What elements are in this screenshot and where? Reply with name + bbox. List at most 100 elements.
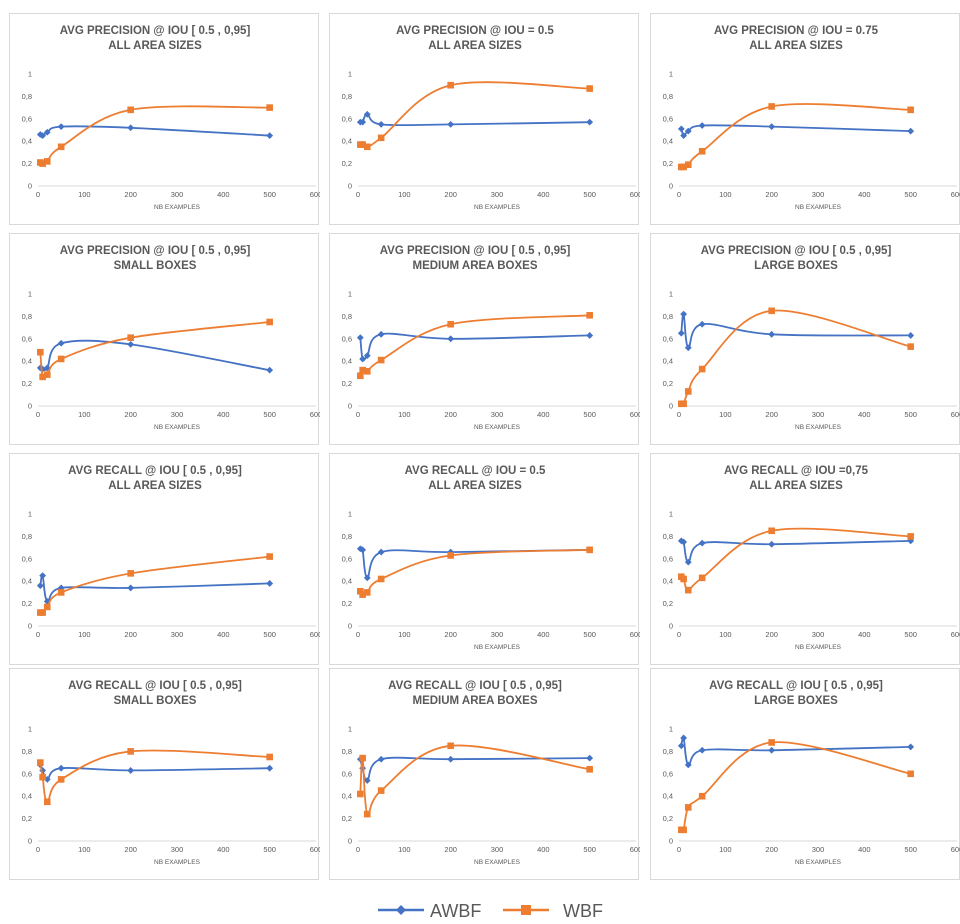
chart-panel-6: AVG PRECISION @ IOU [ 0.5 , 0,95] LARGE B… (650, 233, 960, 445)
y-tick-label: 0,8 (342, 312, 352, 321)
x-tick-label: 400 (537, 630, 550, 639)
chart-svg: AVG PRECISION @ IOU = 0.5 ALL AREA SIZES 0… (342, 25, 640, 211)
chart-panel-4: AVG PRECISION @ IOU [ 0.5 , 0,95] SMALL B… (9, 233, 320, 445)
chart-svg: AVG RECALL @ IOU [ 0.5 , 0,95] MEDIUM ARE… (342, 680, 640, 866)
y-tick-label: 0 (28, 837, 32, 846)
y-tick-label: 0,6 (22, 554, 32, 563)
chart-panel-8: AVG RECALL @ IOU = 0.5 ALL AREA SIZES 0 0,2… (329, 453, 640, 665)
data-point-awbf (127, 584, 135, 592)
chart-panel-7: AVG RECALL @ IOU [ 0.5 , 0,95] ALL AREA S… (9, 453, 320, 665)
data-point-wbf (684, 161, 692, 169)
data-point-wbf (377, 575, 385, 583)
chart-title-line: MEDIUM AREA BOXES (412, 260, 537, 272)
y-tick-label: 0,4 (22, 137, 32, 146)
data-point-wbf (907, 106, 914, 114)
y-tick-label: 0,8 (22, 312, 32, 321)
data-point-wbf (43, 371, 51, 378)
chart-title-line: AVG PRECISION @ IOU [ 0.5 , 0,95] (60, 25, 251, 37)
legend-marker-awbf (396, 905, 406, 915)
chart-title-line: AVG PRECISION @ IOU [ 0.5 , 0,95] (380, 245, 571, 257)
data-point-awbf (266, 580, 274, 587)
data-point-awbf (39, 572, 47, 579)
y-tick-label: 0 (348, 402, 352, 411)
x-tick-label: 600 (310, 630, 320, 639)
chart-title-line: LARGE BOXES (754, 695, 838, 707)
y-tick-label: 0,8 (663, 532, 673, 541)
y-tick-label: 0,6 (342, 114, 352, 123)
data-point-wbf (586, 546, 593, 554)
data-point-wbf (363, 367, 371, 375)
chart-title-line: ALL AREA SIZES (108, 40, 202, 52)
y-tick-label: 0 (348, 182, 352, 191)
y-tick-label: 0,6 (22, 114, 32, 123)
chart-title-line: AVG RECALL @ IOU =0,75 (724, 465, 869, 477)
data-point-awbf (377, 330, 385, 338)
x-tick-label: 500 (904, 845, 917, 854)
y-tick-label: 0,6 (22, 769, 32, 778)
chart-title-line: AVG PRECISION @ IOU = 0.75 (714, 25, 879, 37)
data-point-awbf (684, 558, 692, 566)
x-tick-label: 500 (904, 190, 917, 199)
y-tick-label: 0 (669, 837, 673, 846)
x-tick-label: 0 (36, 410, 40, 419)
x-tick-label: 300 (812, 410, 825, 419)
chart-title-line: SMALL BOXES (114, 695, 197, 707)
data-point-wbf (698, 792, 706, 800)
series-line-wbf (680, 527, 911, 592)
data-point-wbf (57, 589, 65, 596)
data-point-wbf (43, 158, 51, 165)
y-tick-label: 0,6 (22, 334, 32, 343)
data-point-awbf (363, 777, 371, 784)
x-tick-label: 200 (444, 630, 457, 639)
chart-title-line: ALL AREA SIZES (749, 480, 843, 492)
data-point-wbf (359, 141, 366, 148)
data-point-wbf (266, 318, 273, 326)
x-tick-label: 100 (78, 845, 91, 854)
chart-title-line: MEDIUM AREA BOXES (412, 695, 537, 707)
data-point-wbf (768, 103, 775, 110)
data-point-wbf (684, 388, 692, 395)
x-tick-label: 300 (812, 630, 825, 639)
chart-svg: AVG RECALL @ IOU [ 0.5 , 0,95] ALL AREA S… (22, 465, 320, 639)
x-tick-label: 300 (171, 410, 184, 419)
chart-panel-1: AVG PRECISION @ IOU [ 0.5 , 0,95] ALL ARE… (9, 13, 320, 225)
x-tick-label: 600 (951, 845, 960, 854)
series-line-awbf (680, 539, 911, 564)
data-point-awbf (36, 582, 44, 590)
y-tick-label: 0,4 (663, 577, 673, 586)
data-point-awbf (266, 764, 274, 772)
y-tick-label: 0 (348, 837, 352, 846)
data-point-wbf (907, 343, 914, 350)
chart-svg: AVG PRECISION @ IOU [ 0.5 , 0,95] LARGE B… (663, 245, 960, 431)
y-tick-label: 0,8 (663, 312, 673, 321)
x-tick-label: 500 (263, 630, 276, 639)
data-point-awbf (127, 767, 135, 774)
chart-title-line: ALL AREA SIZES (749, 40, 843, 52)
chart-title-line: AVG PRECISION @ IOU [ 0.5 , 0,95] (60, 245, 251, 257)
data-point-wbf (57, 776, 65, 783)
chart-title-line: AVG PRECISION @ IOU = 0.5 (396, 25, 554, 37)
data-point-awbf (586, 118, 594, 126)
x-tick-label: 200 (444, 845, 457, 854)
y-tick-label: 0,2 (342, 599, 352, 608)
x-tick-label: 500 (583, 190, 596, 199)
chart-svg: AVG PRECISION @ IOU [ 0.5 , 0,95] SMALL B… (22, 245, 320, 431)
data-point-awbf (698, 320, 706, 328)
series-line-wbf (680, 741, 911, 833)
y-tick-label: 0,6 (663, 334, 673, 343)
x-tick-label: 100 (719, 845, 732, 854)
y-tick-label: 0,8 (22, 92, 32, 101)
x-tick-label: 100 (398, 410, 411, 419)
data-point-awbf (684, 344, 692, 352)
data-point-awbf (266, 132, 274, 139)
x-axis-label: NB EXAMPLES (474, 204, 521, 211)
chart-panel-9: AVG RECALL @ IOU =0,75 ALL AREA SIZES 0 0,2… (650, 453, 960, 665)
x-tick-label: 300 (491, 410, 504, 419)
x-tick-label: 0 (36, 190, 40, 199)
x-tick-label: 400 (858, 190, 871, 199)
series-line-wbf (39, 321, 270, 380)
chart-svg: AVG RECALL @ IOU =0,75 ALL AREA SIZES 0 0,2… (663, 465, 960, 651)
y-tick-label: 0 (669, 402, 673, 411)
series-line-wbf (359, 314, 590, 377)
data-point-awbf (768, 123, 776, 131)
